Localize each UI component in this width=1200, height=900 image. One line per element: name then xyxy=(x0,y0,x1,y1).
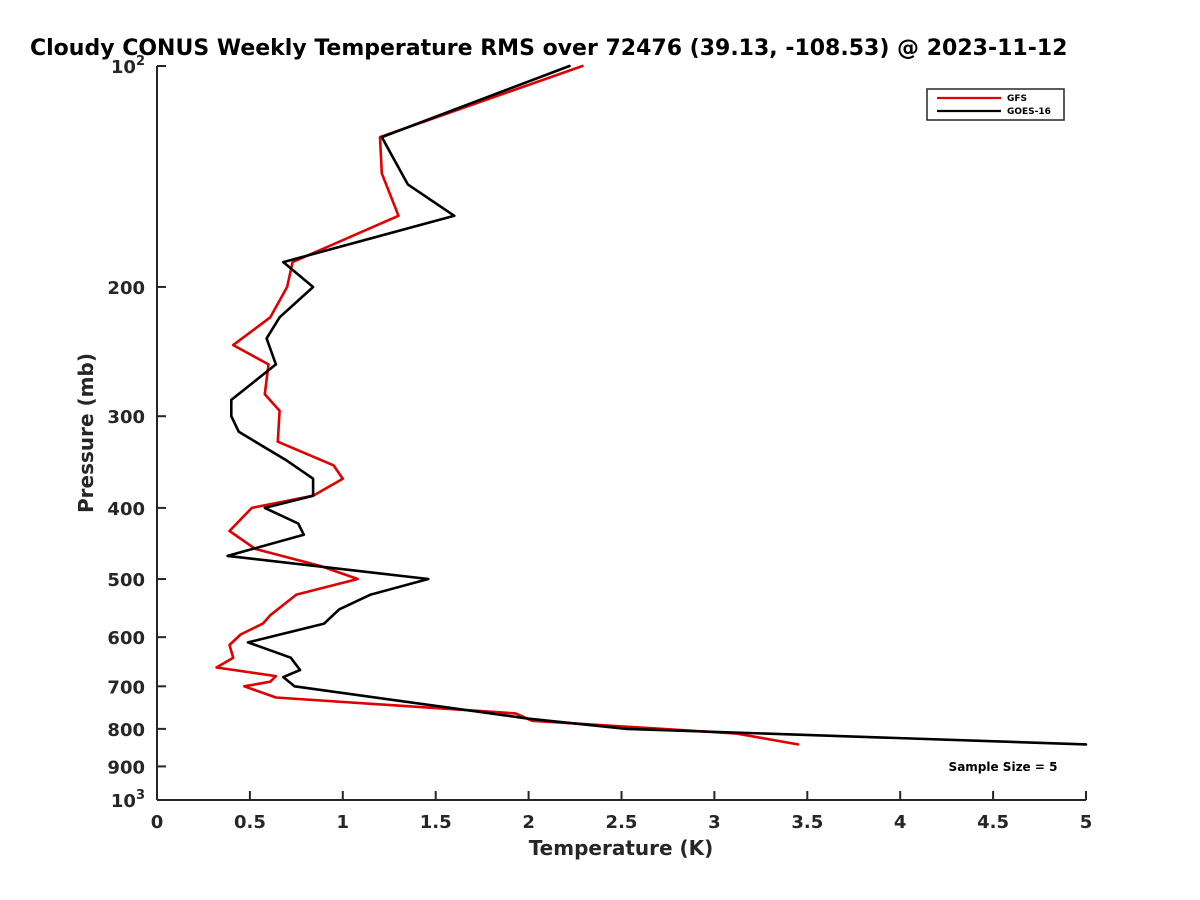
x-tick-label: 4.5 xyxy=(977,812,1009,833)
x-tick-label: 1.5 xyxy=(420,812,452,833)
y-tick-label: 200 xyxy=(107,278,145,299)
legend-label-goes-16: GOES-16 xyxy=(1007,107,1051,117)
y-tick-label: 800 xyxy=(107,720,145,741)
y-tick-label: 300 xyxy=(107,407,145,428)
series-line-gfs xyxy=(215,64,800,746)
x-tick-label: 0 xyxy=(151,812,164,833)
y-tick-label: 900 xyxy=(107,757,145,778)
legend: GFS GOES-16 xyxy=(926,88,1065,121)
x-tick-label: 4 xyxy=(894,812,907,833)
chart-title: Cloudy CONUS Weekly Temperature RMS over… xyxy=(30,36,1067,61)
series-lines xyxy=(215,64,1088,746)
x-tick-label: 2 xyxy=(522,812,535,833)
x-tick-label: 5 xyxy=(1080,812,1093,833)
x-tick-label: 3 xyxy=(708,812,721,833)
x-tick-label: 2.5 xyxy=(606,812,638,833)
legend-label-gfs: GFS xyxy=(1007,94,1027,104)
y-tick-label: 500 xyxy=(107,570,145,591)
y-axis-label: Pressure (mb) xyxy=(74,353,98,513)
series-line-goes-16 xyxy=(226,64,1088,746)
axes: 0 0.5 1 1.5 2 2.5 3 3.5 4 4.5 5 102 200 300 400 500 600 7… xyxy=(107,54,1092,833)
x-tick-label: 1 xyxy=(337,812,350,833)
y-tick-label: 600 xyxy=(107,628,145,649)
sample-size-annotation: Sample Size = 5 xyxy=(949,760,1058,774)
y-tick-label: 103 xyxy=(111,788,145,812)
legend-box xyxy=(926,88,1065,121)
y-tick-label: 102 xyxy=(111,54,145,78)
y-tick-label: 700 xyxy=(107,677,145,698)
x-tick-label: 0.5 xyxy=(234,812,266,833)
x-axis-label: Temperature (K) xyxy=(529,836,714,860)
y-tick-label: 400 xyxy=(107,499,145,520)
x-tick-label: 3.5 xyxy=(791,812,823,833)
